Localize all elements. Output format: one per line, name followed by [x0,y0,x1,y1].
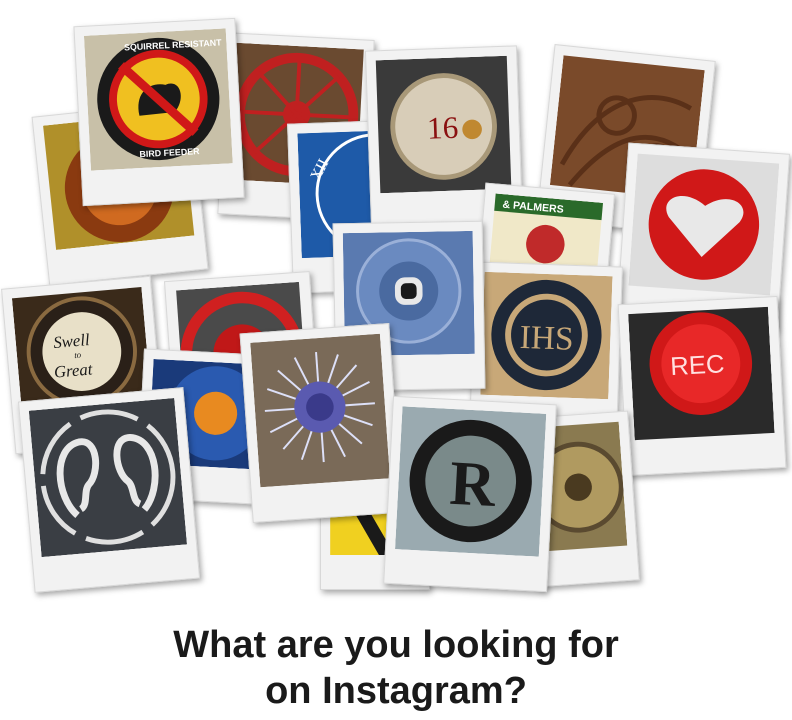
caption-line-1: What are you looking for [173,624,619,666]
polaroid-ears-stencil [17,387,201,593]
caption: What are you looking for on Instagram? [0,622,792,714]
polaroid-ihs-cover: IHS [469,261,623,435]
polaroid-blue-lid [332,220,486,392]
polaroid-heart-tin [615,142,791,332]
photo-collage: XII 16 & PALMERS SQUIRREL RESISTANT BIRD… [1,17,791,593]
svg-text:REC: REC [670,350,726,381]
polaroid-swell-cap: Swell to Great [1,275,165,455]
svg-text:BIRD FEEDER: BIRD FEEDER [139,146,200,159]
polaroid-thistle [239,322,403,524]
svg-text:Great: Great [53,359,93,381]
polaroid-squirrel-sign: SQUIRREL RESISTANT BIRD FEEDER [73,17,245,207]
polaroid-number-16: 16 [364,45,524,229]
svg-text:& PALMERS: & PALMERS [502,199,564,216]
polaroid-palmers-label: & PALMERS [475,182,615,314]
caption-line-2: on Instagram? [265,670,527,712]
svg-text:IHS: IHS [519,319,574,358]
svg-text:16: 16 [426,110,458,146]
svg-text:to: to [74,350,82,361]
svg-text:Swell: Swell [53,330,91,352]
polaroid-rec-button: REC [617,295,787,477]
polaroid-letter-r: R [383,395,557,593]
svg-text:R: R [448,448,499,520]
